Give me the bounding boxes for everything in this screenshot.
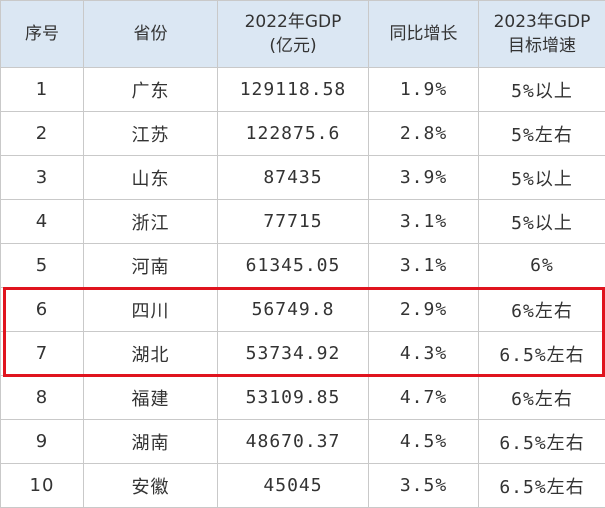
table-row: 7 湖北 53734.92 4.3% 6.5%左右	[0, 331, 605, 376]
table-cell: 4	[0, 199, 84, 244]
table-row: 6 四川 56749.8 2.9% 6%左右	[0, 287, 605, 332]
table-row: 3 山东 87435 3.9% 5%以上	[0, 155, 605, 200]
table-cell: 129118.58	[217, 67, 369, 112]
table-cell: 1	[0, 67, 84, 112]
table-cell: 4.5%	[368, 419, 479, 464]
table-body: 1 广东 129118.58 1.9% 5%以上 2 江苏 122875.6 2.8% 5%左右 3…	[0, 67, 605, 508]
table-cell: 福建	[83, 375, 218, 420]
header-text: 目标增速	[508, 36, 576, 56]
table-cell: 3.1%	[368, 199, 479, 244]
header-cell: 2022年GDP (亿元)	[217, 0, 369, 68]
table-cell: 安徽	[83, 463, 218, 508]
table-cell: 6.5%左右	[478, 331, 605, 376]
table-cell: 6%	[478, 243, 605, 288]
table-cell: 53109.85	[217, 375, 369, 420]
table-cell: 2	[0, 111, 84, 156]
table-cell: 1.9%	[368, 67, 479, 112]
table-cell: 浙江	[83, 199, 218, 244]
header-cell: 序号	[0, 0, 84, 68]
table-row: 8 福建 53109.85 4.7% 6%左右	[0, 375, 605, 420]
table-cell: 河南	[83, 243, 218, 288]
table-cell: 61345.05	[217, 243, 369, 288]
table-cell: 湖南	[83, 419, 218, 464]
header-text: (亿元)	[269, 36, 317, 56]
table-cell: 5%以上	[478, 155, 605, 200]
table-cell: 5	[0, 243, 84, 288]
table-row: 10 安徽 45045 3.5% 6.5%左右	[0, 463, 605, 508]
header-text: 2022年GDP	[244, 12, 342, 32]
table-cell: 9	[0, 419, 84, 464]
header-cell: 2023年GDP 目标增速	[478, 0, 605, 68]
table-row: 2 江苏 122875.6 2.8% 5%左右	[0, 111, 605, 156]
table-cell: 6.5%左右	[478, 419, 605, 464]
table-cell: 山东	[83, 155, 218, 200]
table-cell: 122875.6	[217, 111, 369, 156]
table-cell: 2.8%	[368, 111, 479, 156]
table-cell: 53734.92	[217, 331, 369, 376]
table-cell: 3.5%	[368, 463, 479, 508]
table-cell: 10	[0, 463, 84, 508]
table-cell: 6.5%左右	[478, 463, 605, 508]
table-cell: 4.3%	[368, 331, 479, 376]
header-text: 同比增长	[389, 24, 458, 44]
table-cell: 87435	[217, 155, 369, 200]
header-text: 序号	[25, 24, 59, 44]
table-cell: 5%以上	[478, 199, 605, 244]
header-text: 省份	[133, 24, 168, 44]
table-row: 1 广东 129118.58 1.9% 5%以上	[0, 67, 605, 112]
table-cell: 77715	[217, 199, 369, 244]
table-cell: 7	[0, 331, 84, 376]
table-cell: 56749.8	[217, 287, 369, 332]
table-row: 5 河南 61345.05 3.1% 6%	[0, 243, 605, 288]
table-cell: 45045	[217, 463, 369, 508]
table-cell: 湖北	[83, 331, 218, 376]
table-cell: 6	[0, 287, 84, 332]
table-row: 9 湖南 48670.37 4.5% 6.5%左右	[0, 419, 605, 464]
table-cell: 6%左右	[478, 375, 605, 420]
table-cell: 四川	[83, 287, 218, 332]
table-cell: 5%以上	[478, 67, 605, 112]
table-cell: 3.1%	[368, 243, 479, 288]
table-row: 4 浙江 77715 3.1% 5%以上	[0, 199, 605, 244]
table-cell: 江苏	[83, 111, 218, 156]
table-cell: 8	[0, 375, 84, 420]
table-cell: 6%左右	[478, 287, 605, 332]
table-cell: 4.7%	[368, 375, 479, 420]
table-cell: 3.9%	[368, 155, 479, 200]
header-cell: 省份	[83, 0, 218, 68]
table-cell: 3	[0, 155, 84, 200]
table-cell: 2.9%	[368, 287, 479, 332]
header-cell: 同比增长	[368, 0, 479, 68]
table-cell: 广东	[83, 67, 218, 112]
header-text: 2023年GDP	[493, 12, 591, 32]
table-cell: 48670.37	[217, 419, 369, 464]
header-row: 序号 省份 2022年GDP (亿元) 同比增长 2023年GDP 目标增速	[0, 0, 605, 68]
table-cell: 5%左右	[478, 111, 605, 156]
